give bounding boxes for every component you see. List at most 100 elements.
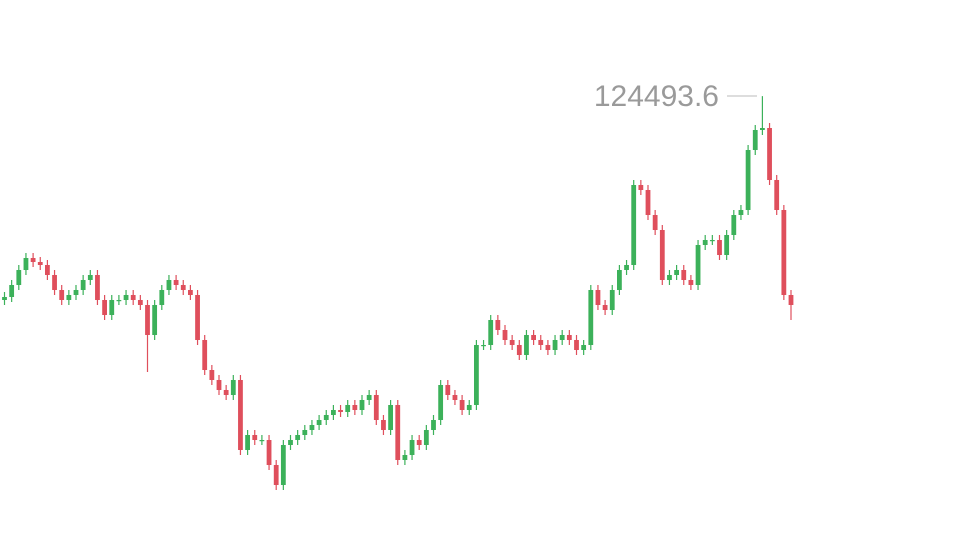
candle-body — [445, 385, 451, 395]
candle-body — [645, 190, 651, 215]
candle-body — [130, 295, 136, 300]
candle-body — [381, 420, 386, 430]
candle-body — [188, 290, 193, 295]
candle-body — [202, 340, 208, 370]
candle-body — [516, 345, 522, 355]
candle-body — [602, 305, 608, 310]
candle-body — [402, 455, 408, 460]
candle-body — [173, 280, 179, 285]
candle-body — [266, 440, 272, 465]
candle-body — [416, 440, 422, 445]
candle-body — [338, 410, 343, 412]
candle-body — [638, 185, 644, 190]
candle-body — [566, 335, 572, 340]
candle-body — [388, 405, 393, 430]
candle-body — [788, 295, 794, 305]
candle-body — [688, 280, 694, 285]
candle-body — [452, 395, 458, 400]
candle-body — [545, 345, 551, 350]
candle-body — [524, 335, 529, 355]
candle-body — [166, 280, 172, 290]
candle-body — [216, 380, 222, 390]
candle-body — [617, 270, 622, 290]
candle-body — [438, 385, 444, 420]
candle-body — [23, 258, 29, 270]
candle-body — [409, 440, 415, 455]
candle-body — [431, 420, 436, 430]
candle-body — [488, 320, 494, 345]
candle-body — [531, 335, 536, 340]
candle-body — [609, 290, 615, 310]
candle-body — [73, 290, 79, 295]
candle-body — [717, 240, 722, 255]
candle-body — [259, 440, 265, 442]
candle-body — [581, 345, 587, 350]
candle-body — [59, 290, 65, 300]
candle-body — [2, 297, 7, 300]
candle-body — [209, 370, 215, 380]
candle-body — [52, 275, 57, 290]
candle-body — [66, 295, 72, 300]
candle-body — [760, 128, 765, 130]
max-label: 124493.6 — [594, 80, 719, 113]
candle-body — [102, 300, 107, 315]
candle-body — [109, 300, 115, 315]
candle-body — [252, 435, 258, 440]
candle-body — [395, 405, 401, 460]
candle-body — [781, 210, 787, 295]
candle-body — [731, 215, 737, 235]
candle-body — [302, 430, 308, 435]
candle-body — [123, 295, 129, 300]
candle-body — [681, 270, 687, 280]
candle-body — [502, 330, 508, 340]
candle-body — [30, 258, 36, 262]
candle-body — [595, 290, 601, 305]
candle-body — [509, 340, 515, 345]
candle-body — [316, 420, 322, 425]
candle-body — [631, 185, 637, 265]
candle-body — [552, 340, 558, 350]
candle-body — [331, 410, 336, 415]
candle-body — [459, 400, 465, 410]
candle-body — [695, 245, 701, 285]
candle-body — [767, 128, 772, 180]
candle-body — [95, 275, 100, 300]
candle-body — [152, 305, 158, 335]
candle-body — [724, 235, 730, 255]
candle-body — [137, 300, 143, 305]
candle-body — [774, 180, 780, 210]
candle-body — [738, 210, 744, 215]
candle-body — [9, 285, 15, 297]
candle-body — [474, 345, 479, 405]
candle-body — [295, 435, 301, 440]
candle-body — [495, 320, 501, 330]
candle-body — [159, 290, 165, 305]
candle-body — [223, 390, 229, 395]
candle-body — [674, 270, 679, 275]
candle-body — [80, 280, 86, 290]
candle-body — [559, 335, 565, 340]
candle-body — [145, 305, 150, 335]
candle-body — [481, 345, 486, 347]
candle-body — [323, 415, 329, 420]
candle-body — [288, 440, 293, 445]
candle-body — [245, 435, 250, 450]
candle-body — [574, 340, 579, 350]
candle-body — [752, 130, 758, 150]
candle-body — [37, 262, 43, 265]
candle-body — [373, 395, 379, 420]
candle-body — [659, 230, 665, 280]
candle-body — [195, 295, 200, 340]
candle-body — [180, 285, 186, 290]
candle-body — [423, 430, 429, 445]
candle-body — [116, 300, 122, 302]
candle-body — [238, 380, 243, 450]
candle-body — [309, 425, 315, 430]
candle-body — [345, 405, 351, 412]
candle-body — [667, 275, 672, 280]
candle-body — [87, 275, 93, 280]
candle-body — [652, 215, 658, 230]
candle-body — [466, 405, 472, 410]
candle-body — [588, 290, 594, 345]
